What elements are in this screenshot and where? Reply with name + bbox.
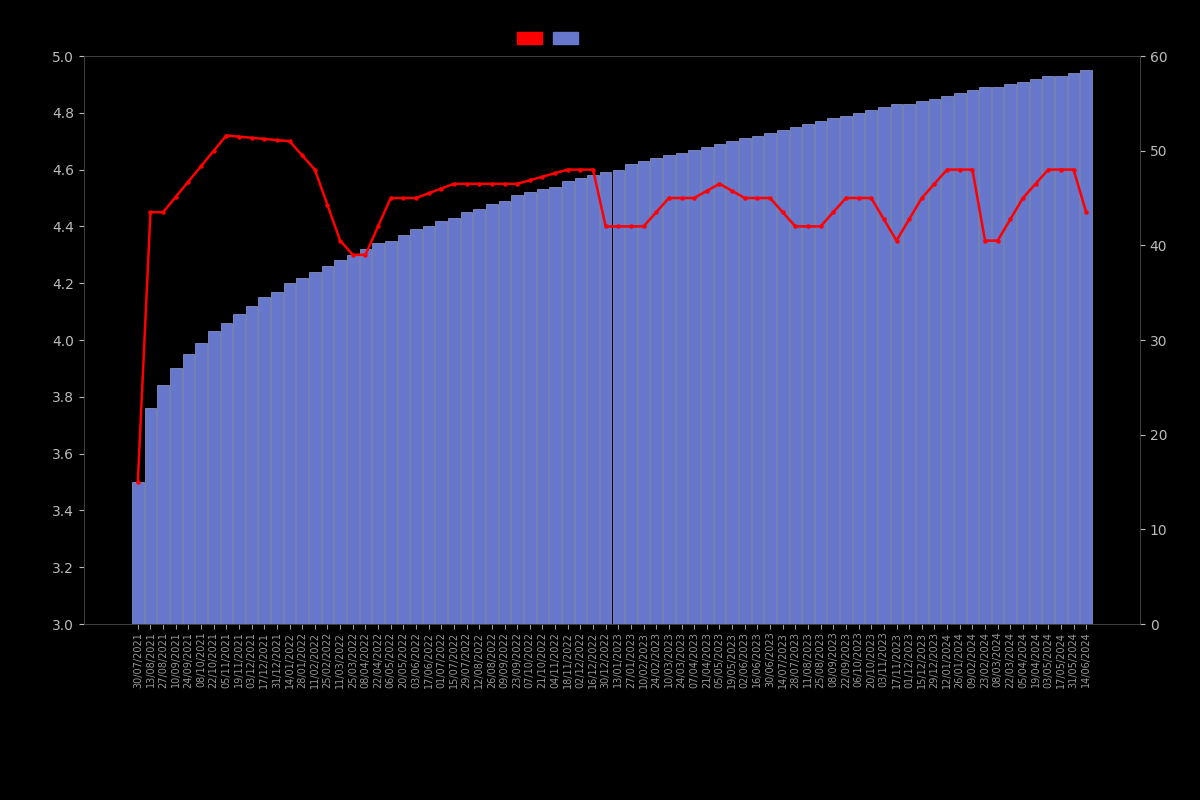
Bar (221, 323, 232, 624)
Bar (979, 87, 991, 624)
Bar (1018, 82, 1028, 624)
Legend: , : , (517, 32, 581, 46)
Bar (486, 204, 498, 624)
Bar (208, 331, 220, 624)
Bar (676, 153, 688, 624)
Bar (865, 110, 877, 624)
Bar (739, 138, 750, 624)
Bar (966, 90, 978, 624)
Bar (1004, 84, 1016, 624)
Bar (1030, 78, 1042, 624)
Bar (157, 386, 169, 624)
Bar (941, 96, 953, 624)
Bar (196, 343, 206, 624)
Bar (145, 408, 156, 624)
Bar (815, 122, 827, 624)
Bar (258, 298, 270, 624)
Bar (182, 354, 194, 624)
Bar (562, 181, 574, 624)
Bar (310, 272, 320, 624)
Bar (1068, 73, 1079, 624)
Bar (1080, 70, 1092, 624)
Bar (726, 141, 738, 624)
Bar (1043, 76, 1054, 624)
Bar (878, 107, 889, 624)
Bar (840, 116, 852, 624)
Bar (701, 147, 713, 624)
Bar (929, 98, 941, 624)
Bar (283, 283, 295, 624)
Bar (372, 243, 384, 624)
Bar (170, 368, 181, 624)
Bar (764, 133, 776, 624)
Bar (954, 93, 966, 624)
Bar (385, 241, 396, 624)
Bar (625, 164, 637, 624)
Bar (436, 221, 448, 624)
Bar (664, 155, 674, 624)
Bar (689, 150, 700, 624)
Bar (575, 178, 587, 624)
Bar (904, 104, 914, 624)
Bar (751, 135, 763, 624)
Bar (410, 230, 422, 624)
Bar (296, 278, 308, 624)
Bar (233, 314, 245, 624)
Bar (524, 192, 535, 624)
Bar (916, 102, 928, 624)
Bar (890, 104, 902, 624)
Bar (448, 218, 460, 624)
Bar (360, 249, 371, 624)
Bar (422, 226, 434, 624)
Bar (802, 124, 814, 624)
Bar (511, 195, 523, 624)
Bar (776, 130, 788, 624)
Bar (335, 261, 346, 624)
Bar (650, 158, 662, 624)
Bar (600, 173, 612, 624)
Bar (499, 201, 510, 624)
Bar (322, 266, 334, 624)
Bar (271, 292, 283, 624)
Bar (397, 235, 409, 624)
Bar (828, 118, 839, 624)
Bar (246, 306, 258, 624)
Bar (461, 212, 473, 624)
Bar (790, 127, 802, 624)
Bar (612, 170, 624, 624)
Bar (714, 144, 725, 624)
Bar (853, 113, 864, 624)
Bar (637, 161, 649, 624)
Bar (347, 255, 359, 624)
Bar (536, 190, 548, 624)
Bar (587, 175, 599, 624)
Bar (1055, 76, 1067, 624)
Bar (132, 482, 144, 624)
Bar (550, 186, 560, 624)
Bar (474, 210, 485, 624)
Bar (992, 87, 1003, 624)
